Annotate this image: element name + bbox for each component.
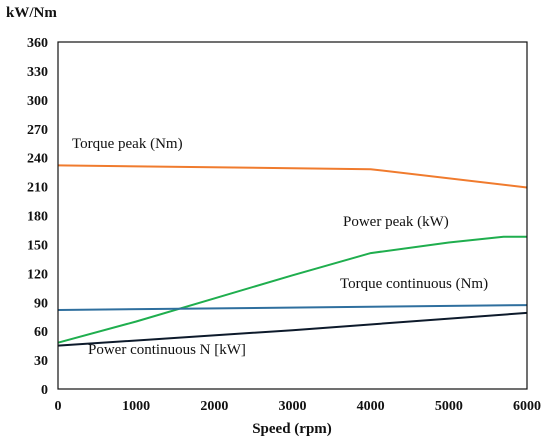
series-label-power-peak-kw: Power peak (kW)	[343, 214, 449, 230]
y-tick-label: 240	[27, 152, 48, 167]
series-label-torque-peak-nm: Torque peak (Nm)	[72, 136, 183, 152]
x-tick-label: 1000	[122, 399, 150, 414]
y-axis-ticks: 0 30 60 90 120 150 180 210 240 270 300 330 360	[27, 36, 48, 398]
y-tick-label: 0	[41, 383, 48, 398]
series-layer	[57, 164, 528, 347]
x-tick-label: 4000	[357, 399, 385, 414]
y-tick-label: 360	[27, 36, 48, 51]
y-axis-title: kW/Nm	[6, 5, 57, 21]
y-tick-label: 330	[27, 65, 48, 80]
series-label-torque-continuous-nm: Torque continuous (Nm)	[340, 276, 488, 292]
series-label-power-continuous-n-kw: Power continuous N [kW]	[88, 342, 246, 358]
series-line-torque-peak-nm	[57, 164, 528, 189]
x-tick-label: 0	[55, 399, 62, 414]
y-tick-label: 150	[27, 238, 48, 253]
y-tick-label: 120	[27, 267, 48, 282]
y-tick-label: 90	[34, 296, 48, 311]
y-tick-label: 30	[34, 354, 48, 369]
x-tick-label: 3000	[279, 399, 307, 414]
x-tick-label: 6000	[513, 399, 541, 414]
y-tick-label: 300	[27, 94, 48, 109]
y-tick-label: 60	[34, 325, 48, 340]
series-line-power-continuous-n-kw	[57, 311, 528, 347]
x-tick-label: 5000	[435, 399, 463, 414]
y-tick-label: 270	[27, 123, 48, 138]
x-tick-label: 2000	[200, 399, 228, 414]
x-axis-ticks: 0 1000 2000 3000 4000 5000 6000	[55, 399, 542, 414]
series-labels: Torque peak (Nm) Power peak (kW) Torque co…	[72, 136, 488, 358]
x-axis-title: Speed (rpm)	[252, 421, 332, 437]
series-line-torque-continuous-nm	[57, 304, 528, 311]
y-tick-label: 210	[27, 181, 48, 196]
plot-area-border	[57, 41, 528, 390]
y-tick-label: 180	[27, 210, 48, 225]
series-line-power-peak-kw	[57, 235, 527, 344]
